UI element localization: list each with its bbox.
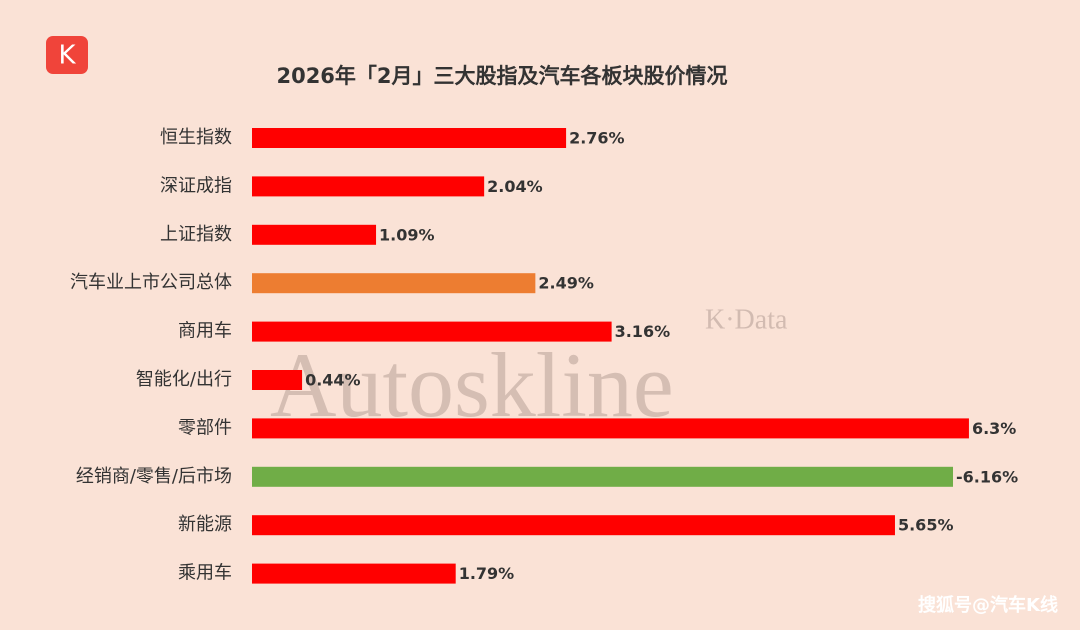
bar <box>252 370 303 390</box>
bar <box>252 418 969 439</box>
value-label: 6.3% <box>972 419 1016 438</box>
logo: K <box>58 41 76 71</box>
y-tick-label: 恒生指数 <box>160 127 232 148</box>
y-tick-label: 新能源 <box>178 514 232 535</box>
bar <box>252 466 954 487</box>
bar <box>252 563 456 584</box>
value-label: 1.09% <box>379 225 435 244</box>
value-label: 3.16% <box>615 322 671 341</box>
bar <box>252 128 567 148</box>
value-label: 0.44% <box>305 371 361 390</box>
bar <box>252 321 612 342</box>
y-tick-label: 乘用车 <box>178 563 232 584</box>
y-tick-label: 零部件 <box>178 417 232 438</box>
y-tick-label: 商用车 <box>178 321 232 342</box>
value-label: 5.65% <box>898 516 954 535</box>
value-label: -6.16% <box>956 467 1018 486</box>
value-label: 2.76% <box>569 129 625 148</box>
y-tick-label: 上证指数 <box>160 224 232 245</box>
logo-box <box>46 36 88 74</box>
y-tick-label: 汽车业上市公司总体 <box>70 272 232 293</box>
footer: 搜狐号@汽车K线 <box>918 594 1058 616</box>
value-label: 2.04% <box>487 177 543 196</box>
y-tick-label: 智能化/出行 <box>136 369 232 390</box>
y-tick-label: 深证成指 <box>160 175 232 196</box>
y-tick-label: 经销商/零售/后市场 <box>76 466 232 487</box>
bar <box>252 273 536 294</box>
watermark-sub: K·Data <box>705 304 788 335</box>
bar <box>252 176 485 197</box>
bar <box>252 515 895 536</box>
bar <box>252 224 377 245</box>
value-label: 2.49% <box>538 274 594 293</box>
value-label: 1.79% <box>459 564 515 583</box>
chart-title: 2026年「2月」三大股指及汽车各板块股价情况 <box>276 64 727 88</box>
